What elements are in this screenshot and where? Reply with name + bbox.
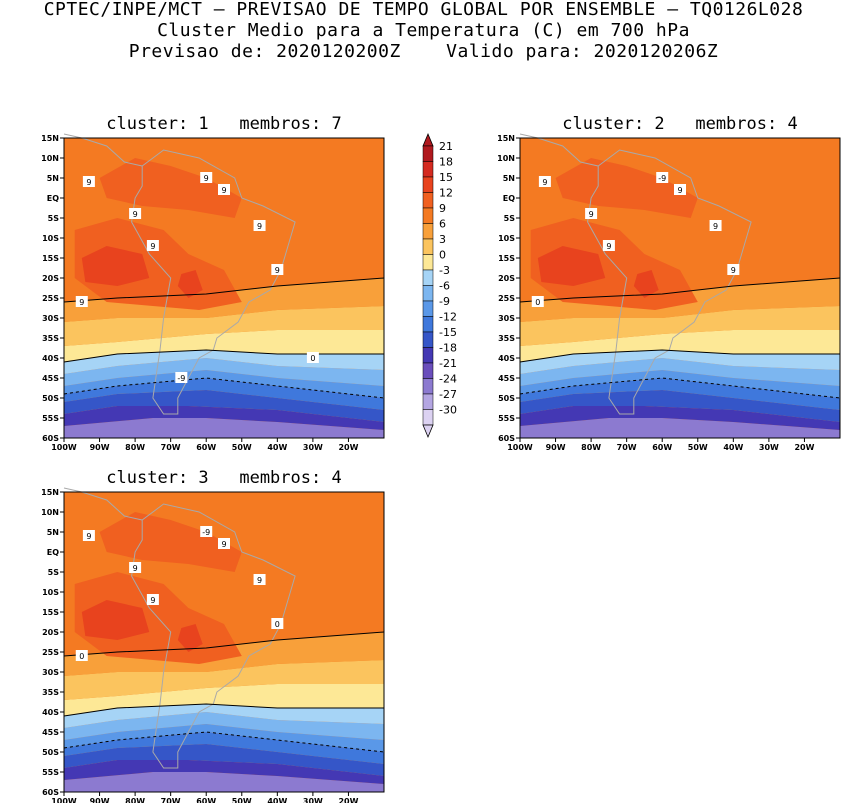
lon-tick-label: 90W xyxy=(90,443,110,452)
contour-label-bg xyxy=(146,240,159,251)
lat-tick-label: 55S xyxy=(42,414,59,423)
contour-label-bg xyxy=(75,296,88,307)
lon-tick-label: 20W xyxy=(338,443,358,452)
contour-label: 9 xyxy=(79,298,84,307)
lon-tick-label: 40W xyxy=(267,443,287,452)
coastline-central-america xyxy=(63,133,143,167)
contour-label: 9 xyxy=(86,178,91,187)
lon-tick-label: 70W xyxy=(161,443,181,452)
lon-tick-label: 50W xyxy=(232,443,252,452)
temp-band-3 xyxy=(64,378,384,410)
panel-title-cluster-2: cluster: 2 membros: 4 xyxy=(562,114,798,134)
map-frame xyxy=(63,137,385,439)
contour-label: 9 xyxy=(221,186,226,195)
lat-tick-label: 15S xyxy=(42,254,59,263)
temp-band-5 xyxy=(64,358,384,386)
contour-label-bg xyxy=(253,220,266,231)
lat-tick-label: 5S xyxy=(48,214,60,223)
lon-tick-label: 60W xyxy=(196,443,216,452)
warm-patch-2 xyxy=(81,246,150,286)
contour-line xyxy=(63,277,385,303)
forecast-times: Previsao de: 2020120200Z Valido para: 20… xyxy=(128,41,719,62)
temp-band-2 xyxy=(64,390,384,422)
lat-tick-label: 20S xyxy=(42,274,59,283)
contour-label: 9 xyxy=(204,174,209,183)
lat-tick-label: 30S xyxy=(42,314,59,323)
contour-label-bg xyxy=(175,372,188,383)
temp-band-0 xyxy=(64,418,384,438)
contour-label-bg xyxy=(218,184,230,195)
lat-tick-label: 10N xyxy=(41,154,59,163)
subtitle: Cluster Medio para a Temperatura (C) em … xyxy=(157,20,690,41)
temp-band-4 xyxy=(64,370,384,398)
main-title: CPTEC/INPE/MCT – PREVISAO DE TEMPO GLOBA… xyxy=(43,0,804,20)
coastline xyxy=(131,149,296,415)
contour-label-bg xyxy=(200,172,213,183)
panel-title-cluster-3: cluster: 3 membros: 4 xyxy=(106,468,342,488)
lon-tick-label: 30W xyxy=(303,443,323,452)
contour-label-bg xyxy=(82,176,95,187)
lat-tick-label: 40S xyxy=(42,354,59,363)
contour-label: 9 xyxy=(275,266,280,275)
lat-tick-label: 60S xyxy=(42,434,59,443)
lat-tick-label: 35S xyxy=(42,334,59,343)
contour-label: 9 xyxy=(257,222,262,231)
panel-title-cluster-1: cluster: 1 membros: 7 xyxy=(106,114,342,134)
warm-patch-3 xyxy=(177,270,203,298)
contour-label: 9 xyxy=(133,210,138,219)
warm-patch-1 xyxy=(99,158,242,218)
contour-label-bg xyxy=(306,352,319,363)
temp-band-6 xyxy=(64,350,384,374)
contour-label-bg xyxy=(129,208,142,219)
lat-tick-label: 5N xyxy=(47,174,59,183)
lon-tick-label: 100W xyxy=(51,443,77,452)
lat-tick-label: 15N xyxy=(41,134,59,143)
contour-label: 0 xyxy=(310,354,315,363)
lat-tick-label: 45S xyxy=(42,374,59,383)
contour-label-bg xyxy=(271,264,284,275)
lat-tick-label: EQ xyxy=(47,194,59,203)
temp-band-8 xyxy=(64,306,384,346)
contour-label: -9 xyxy=(177,374,185,383)
lon-tick-label: 80W xyxy=(125,443,145,452)
temp-band-1 xyxy=(64,406,384,430)
lat-tick-label: 25S xyxy=(42,294,59,303)
contour-label: 9 xyxy=(150,242,155,251)
lat-tick-label: 10S xyxy=(42,234,59,243)
lat-tick-label: 50S xyxy=(42,394,59,403)
